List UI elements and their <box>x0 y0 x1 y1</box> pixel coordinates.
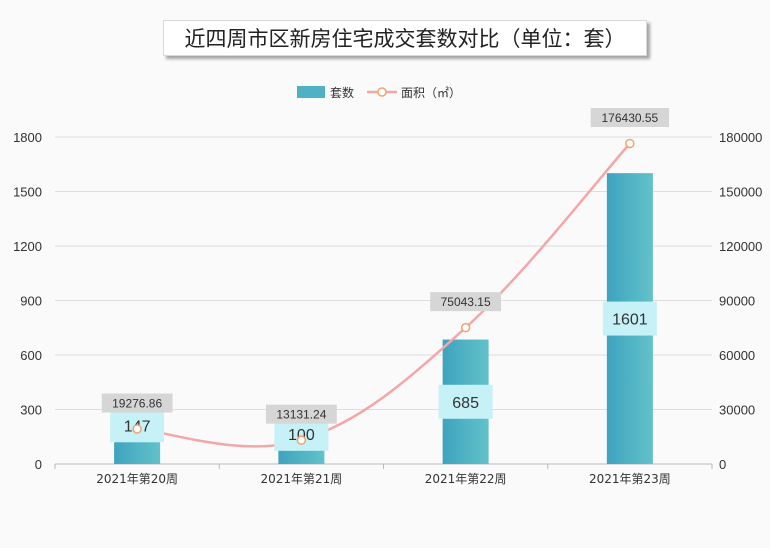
legend-swatch-point <box>377 87 387 97</box>
chart-title-box: 近四周市区新房住宅成交套数对比（单位：套） <box>163 20 647 56</box>
y-left-tick-label: 1500 <box>13 185 42 200</box>
y-right-tick-label: 180000 <box>719 130 762 145</box>
x-tick-label: 2021年第23周 <box>589 472 671 486</box>
y-left-tick-label: 900 <box>20 294 42 309</box>
y-right-tick-label: 90000 <box>719 294 755 309</box>
legend-swatch-bar <box>297 86 325 98</box>
x-tick-label: 2021年第20周 <box>96 472 178 486</box>
line-data-label: 176430.55 <box>602 111 659 125</box>
line-point <box>132 424 142 434</box>
line-point <box>296 435 307 445</box>
y-left-tick-label: 600 <box>20 348 42 363</box>
line-data-label: 13131.24 <box>276 408 326 422</box>
y-right-tick-label: 60000 <box>719 348 755 363</box>
line-label-bg <box>101 393 173 413</box>
bar-data-label: 100 <box>288 427 315 444</box>
legend-label-line: 面积（㎡） <box>401 86 461 100</box>
bar-data-label: 1601 <box>612 312 648 329</box>
line-label-bg <box>590 107 670 127</box>
bar-label-bg <box>602 301 657 336</box>
bar-label-bg <box>438 384 493 419</box>
legend-label-bar: 套数 <box>330 85 354 100</box>
series-line-area <box>137 142 631 448</box>
line-point <box>625 138 635 149</box>
y-left-tick-label: 1200 <box>13 239 42 254</box>
y-left-tick-label: 300 <box>20 403 42 418</box>
x-tick-label: 2021年第21周 <box>260 472 342 486</box>
y-right-tick-label: 0 <box>719 457 726 472</box>
bar-data-label: 685 <box>452 395 479 412</box>
y-left-tick-label: 1800 <box>13 130 42 145</box>
y-left-tick-label: 0 <box>35 457 42 472</box>
line-label-bg <box>430 292 502 312</box>
chart-title: 近四周市区新房住宅成交套数对比（单位：套） <box>184 27 626 51</box>
line-point <box>460 322 471 333</box>
x-tick-label: 2021年第22周 <box>425 472 507 486</box>
y-right-tick-label: 30000 <box>719 403 755 418</box>
y-right-tick-label: 120000 <box>719 239 762 254</box>
line-label-bg <box>265 404 337 424</box>
line-data-label: 75043.15 <box>441 295 491 309</box>
line-data-label: 19276.86 <box>112 396 162 410</box>
y-right-tick-label: 150000 <box>719 185 762 200</box>
